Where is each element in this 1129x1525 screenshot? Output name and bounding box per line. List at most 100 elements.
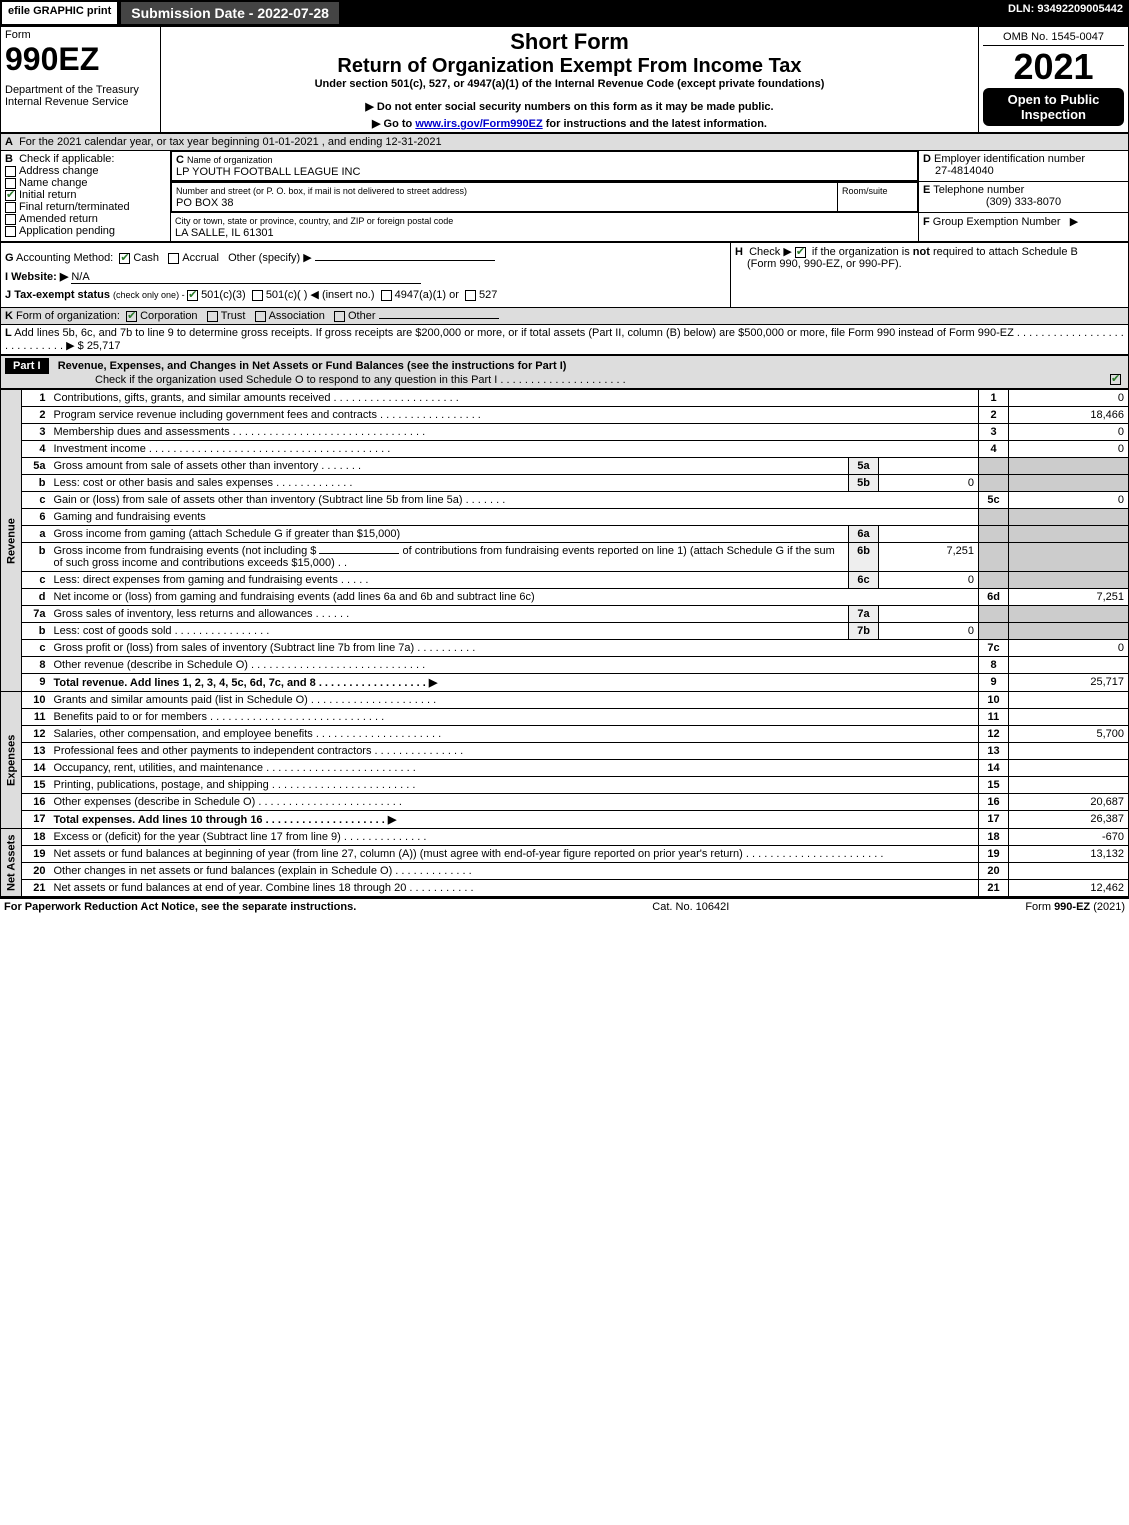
c-addr-label: Number and street (or P. O. box, if mail… xyxy=(176,186,467,196)
line-19-col: 19 xyxy=(979,846,1009,863)
j-o3: 4947(a)(1) or xyxy=(395,289,459,301)
line-17-col: 17 xyxy=(979,811,1009,829)
line-c-desc: Gross profit or (loss) from sales of inv… xyxy=(50,640,979,657)
line-15-col: 15 xyxy=(979,777,1009,794)
line-21-amt: 12,462 xyxy=(1009,880,1129,897)
line-18-desc: Excess or (deficit) for the year (Subtra… xyxy=(50,829,979,846)
line-6-num: 6 xyxy=(22,509,50,526)
b-label: Check if applicable: xyxy=(19,153,114,165)
irs-link[interactable]: www.irs.gov/Form990EZ xyxy=(415,118,542,130)
b-checkbox-5[interactable] xyxy=(5,226,16,237)
k-assoc-checkbox[interactable] xyxy=(255,311,266,322)
j-small: (check only one) - xyxy=(113,290,187,300)
line-13-amt xyxy=(1009,743,1129,760)
line-11-desc: Benefits paid to or for members . . . . … xyxy=(50,709,979,726)
j-501c-checkbox[interactable] xyxy=(252,290,263,301)
part-i-header: Part I Revenue, Expenses, and Changes in… xyxy=(0,355,1129,389)
h-checkbox[interactable] xyxy=(795,247,806,258)
line-13-desc: Professional fees and other payments to … xyxy=(50,743,979,760)
line-14-col: 14 xyxy=(979,760,1009,777)
line-10-amt xyxy=(1009,692,1129,709)
line-6a-num: a xyxy=(22,526,50,543)
part-i-title: Revenue, Expenses, and Changes in Net As… xyxy=(58,360,567,372)
line-18-num: 18 xyxy=(22,829,50,846)
h-t3: required to attach Schedule B xyxy=(930,246,1078,258)
section-a-through-f: A For the 2021 calendar year, or tax yea… xyxy=(0,133,1129,242)
line-c-num: c xyxy=(22,640,50,657)
line-5b-subcol: 5b xyxy=(849,475,879,492)
line-21-desc: Net assets or fund balances at end of ye… xyxy=(50,880,979,897)
b-checkbox-3[interactable] xyxy=(5,202,16,213)
j-o1: 501(c)(3) xyxy=(201,289,246,301)
line-19-num: 19 xyxy=(22,846,50,863)
line-8-amt xyxy=(1009,657,1129,674)
line-a: For the 2021 calendar year, or tax year … xyxy=(19,136,442,148)
form-number: 990EZ xyxy=(5,41,156,78)
line-18-col: 18 xyxy=(979,829,1009,846)
line-7a-subcol: 7a xyxy=(849,606,879,623)
line-8-desc: Other revenue (describe in Schedule O) .… xyxy=(50,657,979,674)
line-7a-num: 7a xyxy=(22,606,50,623)
line-3-col: 3 xyxy=(979,424,1009,441)
line-c-col: 5c xyxy=(979,492,1009,509)
room-label: Room/suite xyxy=(842,186,888,196)
d-label: Employer identification number xyxy=(934,153,1085,165)
line-5b-subamt: 0 xyxy=(879,475,979,492)
line-9-desc: Total revenue. Add lines 1, 2, 3, 4, 5c,… xyxy=(50,674,979,692)
g-accrual-checkbox[interactable] xyxy=(168,253,179,264)
line-5a-subcol: 5a xyxy=(849,458,879,475)
line-11-col: 11 xyxy=(979,709,1009,726)
g-cash-checkbox[interactable] xyxy=(119,253,130,264)
dept-treasury: Department of the Treasury xyxy=(5,84,156,96)
line-6b-subamt: 7,251 xyxy=(879,543,979,572)
line-3-num: 3 xyxy=(22,424,50,441)
j-label: Tax-exempt status xyxy=(14,289,110,301)
irs-label: Internal Revenue Service xyxy=(5,96,156,108)
b-checkbox-4[interactable] xyxy=(5,214,16,225)
line-14-num: 14 xyxy=(22,760,50,777)
k-other-checkbox[interactable] xyxy=(334,311,345,322)
line-20-col: 20 xyxy=(979,863,1009,880)
k-trust-checkbox[interactable] xyxy=(207,311,218,322)
k-o3: Association xyxy=(269,310,325,322)
b-opt-0: Address change xyxy=(19,165,99,177)
org-city: LA SALLE, IL 61301 xyxy=(175,227,274,239)
line-9-num: 9 xyxy=(22,674,50,692)
part-i-label: Part I xyxy=(5,358,49,374)
efile-label[interactable]: efile GRAPHIC print xyxy=(0,0,119,26)
j-501c3-checkbox[interactable] xyxy=(187,290,198,301)
footer-mid: Cat. No. 10642I xyxy=(356,901,1025,913)
line-8-col: 8 xyxy=(979,657,1009,674)
k-corp-checkbox[interactable] xyxy=(126,311,137,322)
line-d-amt: 7,251 xyxy=(1009,589,1129,606)
line-5a-desc: Gross amount from sale of assets other t… xyxy=(50,458,849,475)
j-527-checkbox[interactable] xyxy=(465,290,476,301)
line-c-amt: 0 xyxy=(1009,640,1129,657)
dln: DLN: 93492209005442 xyxy=(1002,0,1129,26)
side-Revenue: Revenue xyxy=(1,390,22,692)
part-i-checkbox[interactable] xyxy=(1110,374,1121,385)
line-3-amt: 0 xyxy=(1009,424,1129,441)
line-10-num: 10 xyxy=(22,692,50,709)
line-4-num: 4 xyxy=(22,441,50,458)
line-21-col: 21 xyxy=(979,880,1009,897)
b-opt-5: Application pending xyxy=(19,225,115,237)
line-1-col: 1 xyxy=(979,390,1009,407)
omb-no: OMB No. 1545-0047 xyxy=(983,29,1124,46)
f-label: Group Exemption Number xyxy=(933,216,1061,228)
open-to-public: Open to Public Inspection xyxy=(983,88,1124,126)
line-6b-num: b xyxy=(22,543,50,572)
line-7a-subamt xyxy=(879,606,979,623)
b-checkbox-0[interactable] xyxy=(5,166,16,177)
org-name: LP YOUTH FOOTBALL LEAGUE INC xyxy=(176,166,360,178)
line-9-amt: 25,717 xyxy=(1009,674,1129,692)
line-6b-desc: Gross income from fundraising events (no… xyxy=(50,543,849,572)
line-11-amt xyxy=(1009,709,1129,726)
k-o1: Corporation xyxy=(140,310,197,322)
line-20-num: 20 xyxy=(22,863,50,880)
line-3-desc: Membership dues and assessments . . . . … xyxy=(50,424,979,441)
j-4947-checkbox[interactable] xyxy=(381,290,392,301)
b-checkbox-2[interactable] xyxy=(5,190,16,201)
line-6c-num: c xyxy=(22,572,50,589)
e-label: Telephone number xyxy=(933,184,1024,196)
